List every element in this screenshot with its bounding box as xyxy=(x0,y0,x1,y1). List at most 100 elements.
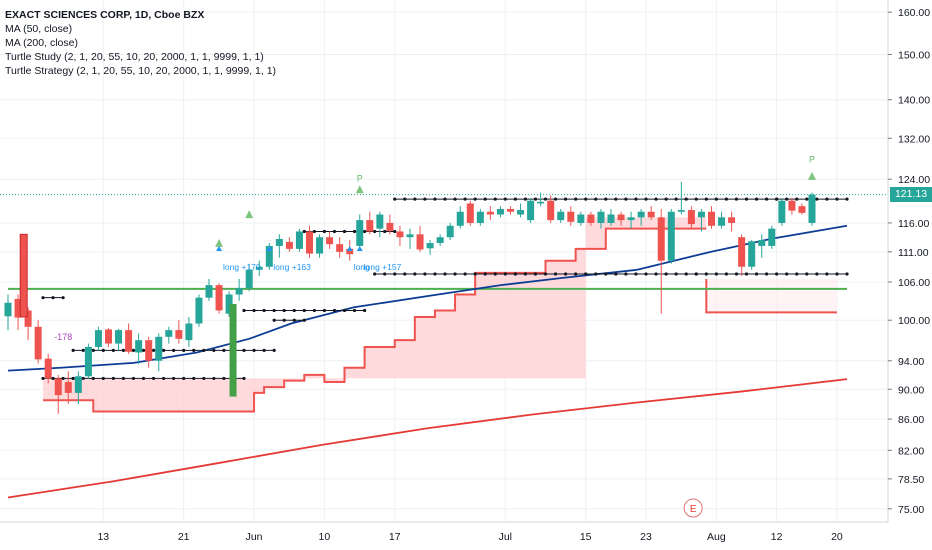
candle-body[interactable] xyxy=(476,211,484,223)
candle-body[interactable] xyxy=(265,245,273,267)
candle-body[interactable] xyxy=(426,243,434,249)
candle-body[interactable] xyxy=(215,285,223,311)
candle-body[interactable] xyxy=(336,244,344,252)
candle-body[interactable] xyxy=(547,200,555,221)
legend-turtle-strategy[interactable]: Turtle Strategy (2, 1, 20, 55, 10, 20, 2… xyxy=(5,65,277,77)
channel-lower-dot xyxy=(121,376,125,381)
candle-body[interactable] xyxy=(778,200,786,223)
channel-lower-dot xyxy=(212,376,216,381)
candle-body[interactable] xyxy=(84,346,92,377)
legend-ma200[interactable]: MA (200, close) xyxy=(5,37,78,49)
candle-body[interactable] xyxy=(687,210,695,225)
channel-lower-dot xyxy=(413,272,417,276)
candle-body[interactable] xyxy=(295,231,303,249)
candle-body[interactable] xyxy=(165,330,173,337)
candle-body[interactable] xyxy=(486,211,494,215)
candle-body[interactable] xyxy=(617,214,625,221)
legend-title[interactable]: EXACT SCIENCES CORP, 1D, Cboe BZX xyxy=(5,9,205,21)
candle-body[interactable] xyxy=(587,214,595,223)
candle-body[interactable] xyxy=(386,222,394,231)
candle-body[interactable] xyxy=(697,211,705,218)
candle-body[interactable] xyxy=(326,237,334,245)
candle-body[interactable] xyxy=(185,323,193,341)
candle-body[interactable] xyxy=(708,211,715,226)
candle-body[interactable] xyxy=(225,294,233,314)
candle-body[interactable] xyxy=(175,330,183,339)
time-axis[interactable]: 13 21 Jun 10 17 Jul 15 23 Aug 12 20 xyxy=(0,521,888,543)
candle-body[interactable] xyxy=(54,378,62,396)
candle-body[interactable] xyxy=(24,310,32,327)
channel-lower-dot xyxy=(433,272,437,276)
legend-ma50[interactable]: MA (50, close) xyxy=(5,23,73,35)
candle-body[interactable] xyxy=(657,217,665,261)
candle-body[interactable] xyxy=(366,220,374,232)
candle-body[interactable] xyxy=(768,228,776,246)
candle-body[interactable] xyxy=(728,217,736,223)
candle-body[interactable] xyxy=(44,358,52,379)
candle-body[interactable] xyxy=(4,302,12,317)
candle-body[interactable] xyxy=(14,298,22,318)
candle-body[interactable] xyxy=(376,214,384,229)
candle-body[interactable] xyxy=(517,210,525,215)
channel-upper-dot xyxy=(393,197,397,201)
candle-body[interactable] xyxy=(275,238,283,246)
earnings-marker xyxy=(683,498,703,518)
candle-body[interactable] xyxy=(466,203,474,223)
candle-body[interactable] xyxy=(74,376,82,393)
legend-turtle-study[interactable]: Turtle Study (2, 1, 20, 55, 10, 20, 2000… xyxy=(5,51,264,63)
candle-body[interactable] xyxy=(396,231,404,238)
candle-body[interactable] xyxy=(808,194,816,223)
candle-body[interactable] xyxy=(406,234,414,238)
candle-body[interactable] xyxy=(667,211,675,261)
candle-body[interactable] xyxy=(316,237,324,254)
candle-body[interactable] xyxy=(446,225,454,238)
candles[interactable] xyxy=(4,181,816,414)
candle-body[interactable] xyxy=(145,340,153,361)
candle-body[interactable] xyxy=(135,340,143,353)
candle-body[interactable] xyxy=(456,211,464,226)
channel-upper-dot xyxy=(785,197,789,201)
candle-body[interactable] xyxy=(34,326,42,360)
candle-body[interactable] xyxy=(577,214,585,223)
price-axis[interactable]: 75.00 78.50 82.00 86.00 90.00 94.00 100.00 106.… xyxy=(887,0,930,522)
candle-body[interactable] xyxy=(677,210,685,212)
candle-body[interactable] xyxy=(285,241,293,249)
candle-body[interactable] xyxy=(507,208,514,212)
candle-body[interactable] xyxy=(105,329,112,344)
candle-body[interactable] xyxy=(798,206,806,213)
candle-body[interactable] xyxy=(637,211,645,218)
candle-body[interactable] xyxy=(537,201,545,204)
candle-body[interactable] xyxy=(356,220,364,246)
candle-body[interactable] xyxy=(306,231,313,254)
candle-body[interactable] xyxy=(436,237,444,244)
candle-body[interactable] xyxy=(115,330,123,344)
candle-body[interactable] xyxy=(125,330,133,352)
candle-body[interactable] xyxy=(245,269,253,289)
candle-body[interactable] xyxy=(738,237,746,267)
candle-body[interactable] xyxy=(718,217,726,226)
y-tick-label: 100.00 xyxy=(898,315,930,327)
candle-body[interactable] xyxy=(195,297,203,324)
short-label: -178 xyxy=(54,332,72,342)
candle-body[interactable] xyxy=(647,211,655,218)
candle-body[interactable] xyxy=(155,336,163,361)
candle-body[interactable] xyxy=(527,200,535,221)
candle-body[interactable] xyxy=(346,248,354,255)
candle-body[interactable] xyxy=(567,211,575,222)
candle-body[interactable] xyxy=(788,200,796,211)
candle-body[interactable] xyxy=(205,285,213,298)
candle-body[interactable] xyxy=(758,240,766,246)
candle-body[interactable] xyxy=(255,266,263,270)
candle-body[interactable] xyxy=(94,330,102,347)
candle-body[interactable] xyxy=(627,217,635,221)
candle-body[interactable] xyxy=(496,208,504,215)
candle-body[interactable] xyxy=(597,211,605,223)
candle-body[interactable] xyxy=(64,382,72,393)
candle-body[interactable] xyxy=(416,234,424,250)
channel-lower-dot xyxy=(815,272,819,276)
candle-body[interactable] xyxy=(748,241,756,267)
candle-body[interactable] xyxy=(235,288,243,295)
candle-body[interactable] xyxy=(557,211,565,221)
candle-body[interactable] xyxy=(607,214,615,223)
